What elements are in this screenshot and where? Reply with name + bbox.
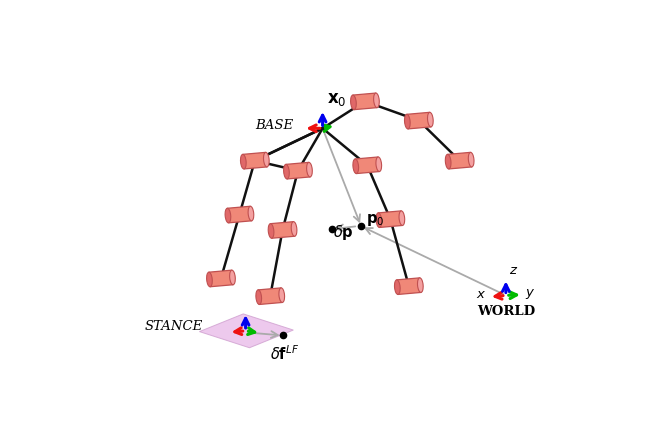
Text: $\mathbf{x}_0$: $\mathbf{x}_0$ <box>327 91 347 108</box>
Ellipse shape <box>256 290 262 305</box>
Ellipse shape <box>417 278 423 293</box>
Text: $x$: $x$ <box>476 288 486 301</box>
Polygon shape <box>355 157 380 174</box>
Polygon shape <box>447 152 472 169</box>
Ellipse shape <box>468 152 474 167</box>
Polygon shape <box>227 206 251 223</box>
Polygon shape <box>209 270 233 287</box>
Ellipse shape <box>399 211 405 225</box>
Ellipse shape <box>240 155 246 169</box>
Polygon shape <box>199 314 293 348</box>
Text: STANCE: STANCE <box>145 320 203 333</box>
Text: WORLD: WORLD <box>477 305 535 318</box>
Polygon shape <box>397 278 421 294</box>
Ellipse shape <box>351 95 356 110</box>
Ellipse shape <box>445 155 451 169</box>
Polygon shape <box>353 93 377 110</box>
Text: BASE: BASE <box>255 119 293 132</box>
Ellipse shape <box>207 272 213 287</box>
Ellipse shape <box>405 114 410 129</box>
Polygon shape <box>258 288 282 305</box>
Ellipse shape <box>307 162 313 177</box>
Ellipse shape <box>291 222 297 236</box>
Polygon shape <box>378 211 403 227</box>
Text: $\delta\mathbf{f}^{LF}$: $\delta\mathbf{f}^{LF}$ <box>270 344 299 363</box>
Ellipse shape <box>428 112 433 127</box>
Ellipse shape <box>248 206 254 221</box>
Ellipse shape <box>395 280 400 294</box>
Ellipse shape <box>353 159 359 174</box>
Text: $\mathbf{p}_0$: $\mathbf{p}_0$ <box>367 212 385 228</box>
Text: $y$: $y$ <box>525 287 536 301</box>
Ellipse shape <box>279 288 284 302</box>
Text: $z$: $z$ <box>509 264 519 277</box>
Ellipse shape <box>374 93 379 108</box>
Polygon shape <box>407 112 431 129</box>
Text: $\delta\mathbf{p}$: $\delta\mathbf{p}$ <box>334 223 354 242</box>
Ellipse shape <box>376 213 382 227</box>
Polygon shape <box>286 162 310 179</box>
Ellipse shape <box>284 164 290 179</box>
Ellipse shape <box>376 157 382 171</box>
Ellipse shape <box>268 224 274 238</box>
Polygon shape <box>270 222 295 238</box>
Ellipse shape <box>225 208 231 223</box>
Ellipse shape <box>263 152 269 167</box>
Polygon shape <box>243 152 267 169</box>
Ellipse shape <box>230 270 236 285</box>
